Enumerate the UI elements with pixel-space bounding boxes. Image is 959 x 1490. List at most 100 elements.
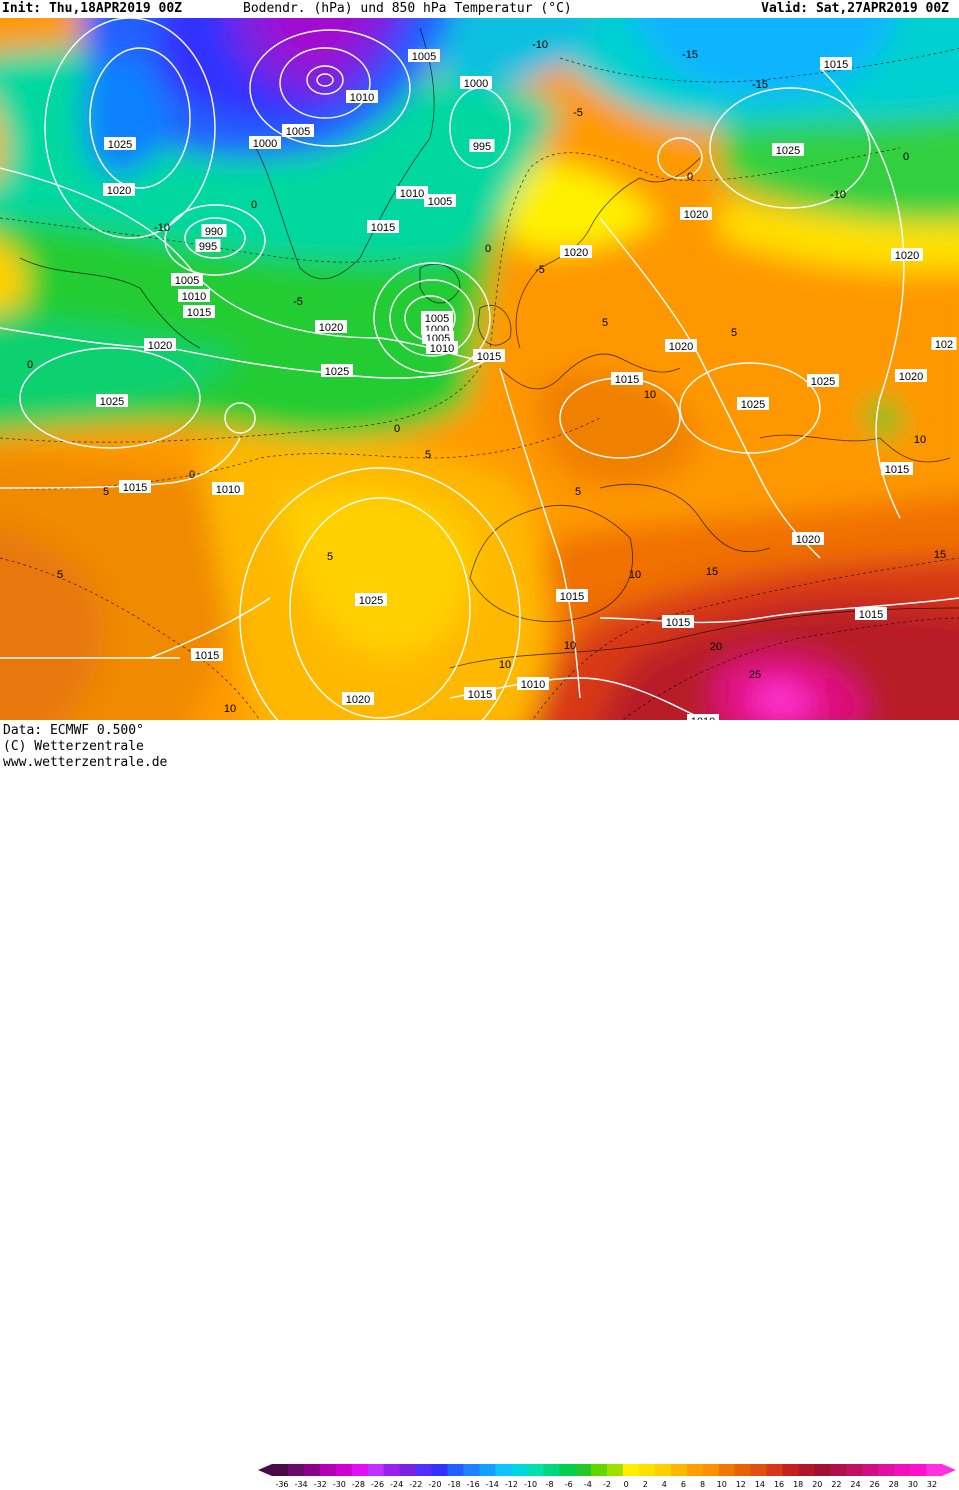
colorbar-tick-label: 28 (889, 1480, 899, 1489)
isotherm-label: 0 (903, 151, 909, 163)
init-time: Init: Thu,18APR2019 00Z (2, 1, 183, 16)
svg-text:995: 995 (473, 141, 491, 153)
isotherm-label: 5 (425, 449, 431, 461)
isotherm-label: 0 (394, 423, 400, 435)
colorbar-segment (431, 1464, 448, 1476)
isobar-label: 102 (931, 337, 957, 351)
colorbar-tick-label: -32 (314, 1480, 327, 1489)
colorbar-tick-label: 26 (870, 1480, 880, 1489)
colorbar-tick-label: -2 (603, 1480, 611, 1489)
colorbar-segment (303, 1464, 321, 1476)
isobar-label: 1015 (820, 57, 852, 71)
svg-text:1010: 1010 (430, 343, 454, 355)
colorbar-tick-label: 32 (927, 1480, 937, 1489)
isobar-label: 1015 (611, 372, 643, 386)
isobar-label: 1020 (342, 692, 374, 706)
isobar-label: 1005 (424, 194, 456, 208)
colorbar-tick-label: -26 (371, 1480, 384, 1489)
colorbar-tick-label: -24 (390, 1480, 403, 1489)
isobar-label: 1020 (103, 183, 135, 197)
isotherm-label: -15 (682, 49, 698, 61)
isobar-label: 1005 (408, 49, 440, 63)
colorbar-segment (894, 1464, 911, 1476)
isotherm-label: 0 (687, 171, 693, 183)
colorbar-segment (479, 1464, 496, 1476)
colorbar-tick-label: 4 (662, 1480, 667, 1489)
colorbar-left-arrow (258, 1464, 272, 1476)
colorbar-segment (383, 1464, 401, 1476)
svg-text:1020: 1020 (899, 371, 923, 383)
svg-text:1010: 1010 (350, 92, 374, 104)
isobar-label: 1015 (556, 589, 588, 603)
colorbar-segment (543, 1464, 560, 1476)
svg-text:1020: 1020 (148, 340, 172, 352)
data-source: Data: ECMWF 0.500° (3, 723, 144, 738)
isotherm-label: 10 (644, 389, 656, 401)
colorbar-segment (846, 1464, 863, 1476)
isotherm-label: -10 (532, 39, 548, 51)
colorbar-segment (367, 1464, 385, 1476)
colorbar-segment (495, 1464, 512, 1476)
svg-text:1005: 1005 (286, 126, 310, 138)
isobar-label: 1015 (367, 220, 399, 234)
colorbar-segment (575, 1464, 592, 1476)
isotherm-label: 5 (327, 551, 333, 563)
isobar-label: 995 (469, 139, 495, 153)
colorbar-segment (926, 1464, 943, 1476)
colorbar-tick-label: -30 (333, 1480, 346, 1489)
colorbar-tick-label: 12 (736, 1480, 746, 1489)
colorbar-tick-label: 8 (700, 1480, 705, 1489)
svg-text:995: 995 (199, 241, 217, 253)
colorbar-tick-label: -12 (505, 1480, 518, 1489)
isobar-label: 1025 (807, 374, 839, 388)
svg-text:1020: 1020 (107, 185, 131, 197)
isobar-label: 1010 (178, 289, 210, 303)
svg-text:1025: 1025 (811, 376, 835, 388)
isobar-label: 1020 (315, 320, 347, 334)
svg-text:1015: 1015 (477, 351, 501, 363)
isotherm-label: 15 (934, 549, 946, 561)
colorbar-tick-label: 2 (643, 1480, 648, 1489)
isotherm-label: -10 (830, 189, 846, 201)
svg-text:1020: 1020 (319, 322, 343, 334)
temperature-colorbar: -36 -34 -32 -30 -28 -26 -24 -22 -20 -18 -16 -14 -12-… (258, 1464, 956, 1489)
isobar-label: 1020 (680, 207, 712, 221)
isobar-label: 1020 (891, 248, 923, 262)
weather-map: -10 -15 -15 -5 0 -10 0 -10 0 -5 0 0 -5 5 5 0 10 5 0 5 10 5 5 10… (0, 18, 959, 720)
svg-text:1015: 1015 (195, 650, 219, 662)
colorbar-tick-label: 30 (908, 1480, 918, 1489)
isotherm-label: -5 (573, 107, 583, 119)
colorbar-segment (862, 1464, 879, 1476)
colorbar-tick-label: -8 (546, 1480, 554, 1489)
isotherm-label: 5 (575, 486, 581, 498)
colorbar-segment (878, 1464, 895, 1476)
isobar-label: 1025 (104, 137, 136, 151)
colorbar-tick-label: -36 (275, 1480, 288, 1489)
isotherm-label: -10 (154, 222, 170, 234)
svg-text:1010: 1010 (521, 679, 545, 691)
colorbar-segment (718, 1464, 736, 1476)
svg-text:1025: 1025 (108, 139, 132, 151)
colorbar-tick-label: 20 (812, 1480, 822, 1489)
isobar-label: 1015 (662, 615, 694, 629)
colorbar-segment (830, 1464, 847, 1476)
colorbar-tick-label: -14 (486, 1480, 499, 1489)
colorbar-tick-label: 18 (793, 1480, 803, 1489)
svg-text:1015: 1015 (560, 591, 584, 603)
svg-text:1020: 1020 (684, 209, 708, 221)
svg-text:1025: 1025 (325, 366, 349, 378)
isotherm-label: 10 (499, 659, 511, 671)
coastlines (19, 27, 959, 669)
colorbar-tick-label: -34 (295, 1480, 308, 1489)
colorbar-segment (319, 1464, 337, 1476)
isobar-label: 1020 (665, 339, 697, 353)
svg-text:1015: 1015 (824, 59, 848, 71)
colorbar-segment (335, 1464, 353, 1476)
colorbar-segment (766, 1464, 783, 1476)
isobar-label: 1025 (355, 593, 387, 607)
colorbar-segment (447, 1464, 464, 1476)
isobar-label: 1025 (772, 143, 804, 157)
isotherm-label: -5 (293, 296, 303, 308)
valid-time: Valid: Sat,27APR2019 00Z (761, 1, 949, 16)
